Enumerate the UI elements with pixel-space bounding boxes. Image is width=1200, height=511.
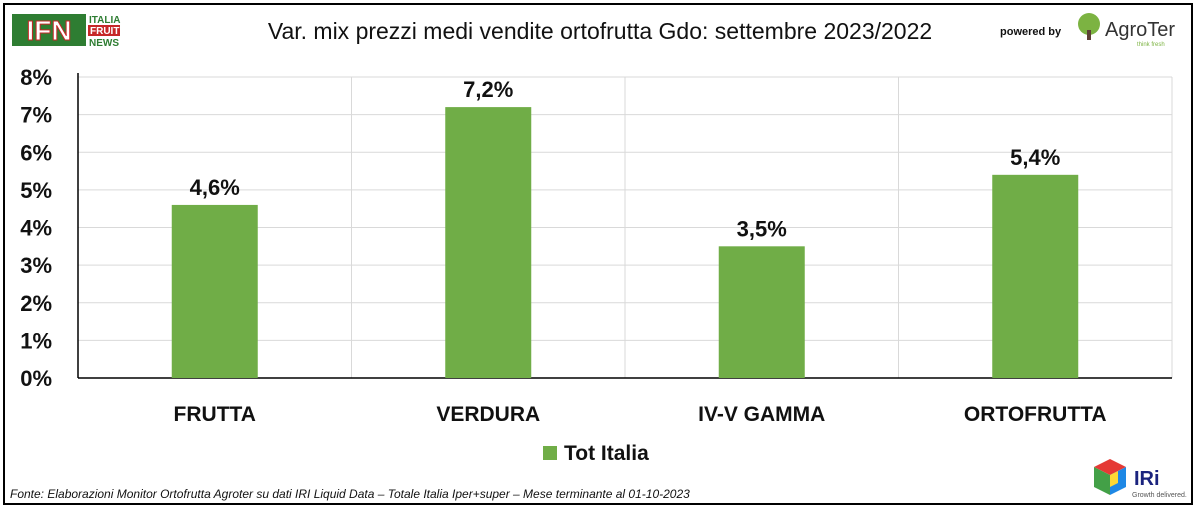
category-label: VERDURA bbox=[436, 403, 540, 426]
data-label: 4,6% bbox=[190, 175, 240, 200]
cube-icon bbox=[1094, 459, 1126, 495]
agroter-logo: AgroTer think fresh bbox=[1078, 13, 1175, 48]
data-label: 5,4% bbox=[1010, 145, 1060, 170]
bar bbox=[718, 246, 805, 378]
iri-logo: IRi Growth delivered. bbox=[1094, 459, 1187, 499]
category-label: IV-V GAMMA bbox=[698, 403, 825, 426]
data-label: 7,2% bbox=[463, 77, 513, 102]
ifn-logo: IFN ITALIA FRUIT NEWS bbox=[12, 14, 120, 48]
y-tick-label: 6% bbox=[20, 140, 52, 165]
ifn-logo-letters: IFN bbox=[26, 15, 71, 46]
bar bbox=[992, 174, 1079, 378]
legend-label: Tot Italia bbox=[564, 442, 649, 465]
ifn-logo-line1: ITALIA bbox=[89, 15, 120, 26]
y-tick-label: 1% bbox=[20, 328, 52, 353]
y-tick-label: 5% bbox=[20, 178, 52, 203]
iri-logo-name: IRi bbox=[1134, 468, 1160, 490]
y-tick-label: 4% bbox=[20, 216, 52, 241]
ifn-logo-line2: FRUIT bbox=[90, 26, 119, 37]
y-tick-label: 2% bbox=[20, 291, 52, 316]
bar bbox=[445, 107, 532, 378]
y-tick-label: 8% bbox=[20, 65, 52, 90]
legend-swatch bbox=[543, 446, 557, 460]
powered-by-label: powered by bbox=[1000, 26, 1062, 38]
y-tick-label: 3% bbox=[20, 253, 52, 278]
source-note: Fonte: Elaborazioni Monitor Ortofrutta A… bbox=[10, 487, 690, 501]
y-tick-label: 0% bbox=[20, 366, 52, 391]
y-tick-label: 7% bbox=[20, 103, 52, 128]
category-label: ORTOFRUTTA bbox=[964, 403, 1107, 426]
agroter-logo-name: AgroTer bbox=[1105, 19, 1175, 41]
data-label: 3,5% bbox=[737, 216, 787, 241]
tree-icon bbox=[1078, 13, 1100, 40]
bar bbox=[171, 204, 258, 378]
agroter-logo-tagline: think fresh bbox=[1137, 42, 1165, 48]
iri-logo-tagline: Growth delivered. bbox=[1132, 492, 1187, 499]
ifn-logo-line3: NEWS bbox=[89, 38, 119, 48]
chart-title: Var. mix prezzi medi vendite ortofrutta … bbox=[267, 18, 933, 44]
category-label: FRUTTA bbox=[174, 403, 256, 426]
